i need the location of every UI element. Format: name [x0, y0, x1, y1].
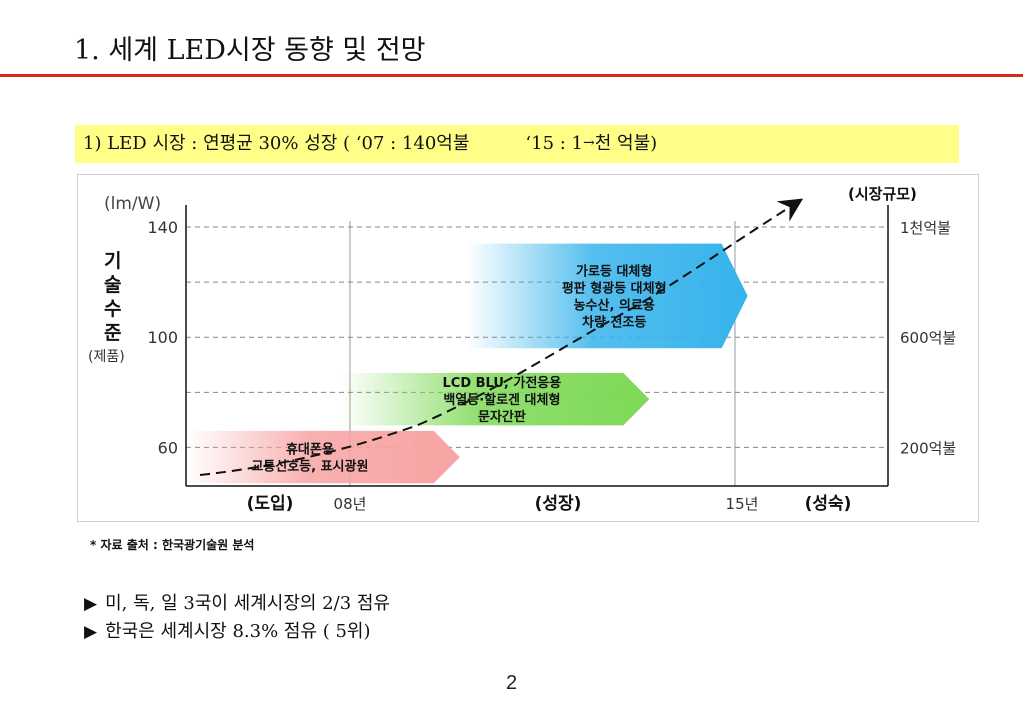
- phase-arrow-label: 가로등 대체형: [576, 263, 652, 279]
- phase-label: (도입): [247, 494, 294, 514]
- phase-arrow: [466, 243, 748, 349]
- triangle-bullet-icon: ▶: [84, 594, 98, 614]
- y-tick-label: 140: [147, 218, 178, 237]
- phase-arrow-label: 평판 형광등 대체형: [562, 280, 667, 296]
- phase-label: (성장): [535, 494, 582, 514]
- market-size-value: 600억불: [900, 329, 956, 347]
- phase-arrow: [186, 430, 460, 484]
- phase-arrow-label: 문자간판: [478, 409, 526, 425]
- bullet-text: 미, 독, 일 3국이 세계시장의 2/3 점유: [105, 593, 390, 614]
- trend-curve: [199, 198, 804, 476]
- bullet-list: ▶ 미, 독, 일 3국이 세계시장의 2/3 점유 ▶ 한국은 세계시장 8.3%…: [84, 590, 390, 646]
- market-size-value: 1천억불: [900, 219, 951, 237]
- phase-arrow-label: 농수산, 의료용: [574, 297, 655, 313]
- x-year-label: 15년: [726, 495, 759, 513]
- y-axis-subtitle: (제품): [88, 349, 125, 365]
- phase-arrow-label: 백열등·할로겐 대체형: [443, 392, 560, 408]
- bullet-text: 한국은 세계시장 8.3% 점유 ( 5위): [105, 621, 371, 642]
- phase-arrow-label: 차량 전조등: [582, 314, 646, 330]
- bullet-item: ▶ 미, 독, 일 3국이 세계시장의 2/3 점유: [84, 590, 390, 618]
- page-number: 2: [505, 672, 518, 694]
- arrow-right-icon: →: [583, 135, 595, 151]
- market-size-value: 200억불: [900, 439, 956, 457]
- y-axis-title-char: 술: [104, 274, 121, 296]
- market-size-label: (시장규모): [848, 185, 917, 203]
- unit-label: (lm/W): [104, 194, 161, 214]
- subtitle-part2-post: 천 억불): [594, 133, 658, 154]
- subtitle-banner: 1) LED 시장 : 연평균 30% 성장 ( ‘07 : 140억불 ‘15 …: [75, 125, 959, 163]
- y-tick-label: 100: [147, 328, 178, 347]
- phase-label: (성숙): [805, 494, 852, 514]
- phase-arrow-label: 교통신호등, 표시광원: [251, 460, 368, 475]
- phase-arrow-label: LCD BLU, 가전응용: [443, 375, 562, 391]
- subtitle-struck-arrow: 1→: [572, 125, 595, 164]
- phase-arrow-label: 휴대폰용: [286, 442, 334, 458]
- y-tick-label: 60: [158, 438, 178, 457]
- y-axis-title-char: 기: [104, 250, 121, 272]
- title-divider: [0, 74, 1023, 77]
- page-title: 1. 세계 LED시장 동향 및 전망: [74, 35, 426, 66]
- phase-arrow: [340, 373, 650, 426]
- bullet-item: ▶ 한국은 세계시장 8.3% 점유 ( 5위): [84, 618, 390, 646]
- y-axis-title-char: 수: [104, 298, 121, 320]
- source-note: * 자료 출처 : 한국광기술원 분석: [90, 538, 255, 552]
- x-year-label: 08년: [334, 495, 367, 513]
- subtitle-arrow-number: 1: [571, 133, 583, 154]
- subtitle-part2-pre: ‘15 :: [525, 133, 572, 154]
- triangle-bullet-icon: ▶: [84, 622, 98, 642]
- y-axis-title-char: 준: [104, 322, 121, 344]
- subtitle-part1: 1) LED 시장 : 연평균 30% 성장 ( ‘07 : 140억불: [83, 133, 470, 154]
- led-roadmap-chart: (lm/W) (시장규모) 140 100 60 기 술 수 준 (제품) 1천억불 600억불 200…: [77, 174, 979, 522]
